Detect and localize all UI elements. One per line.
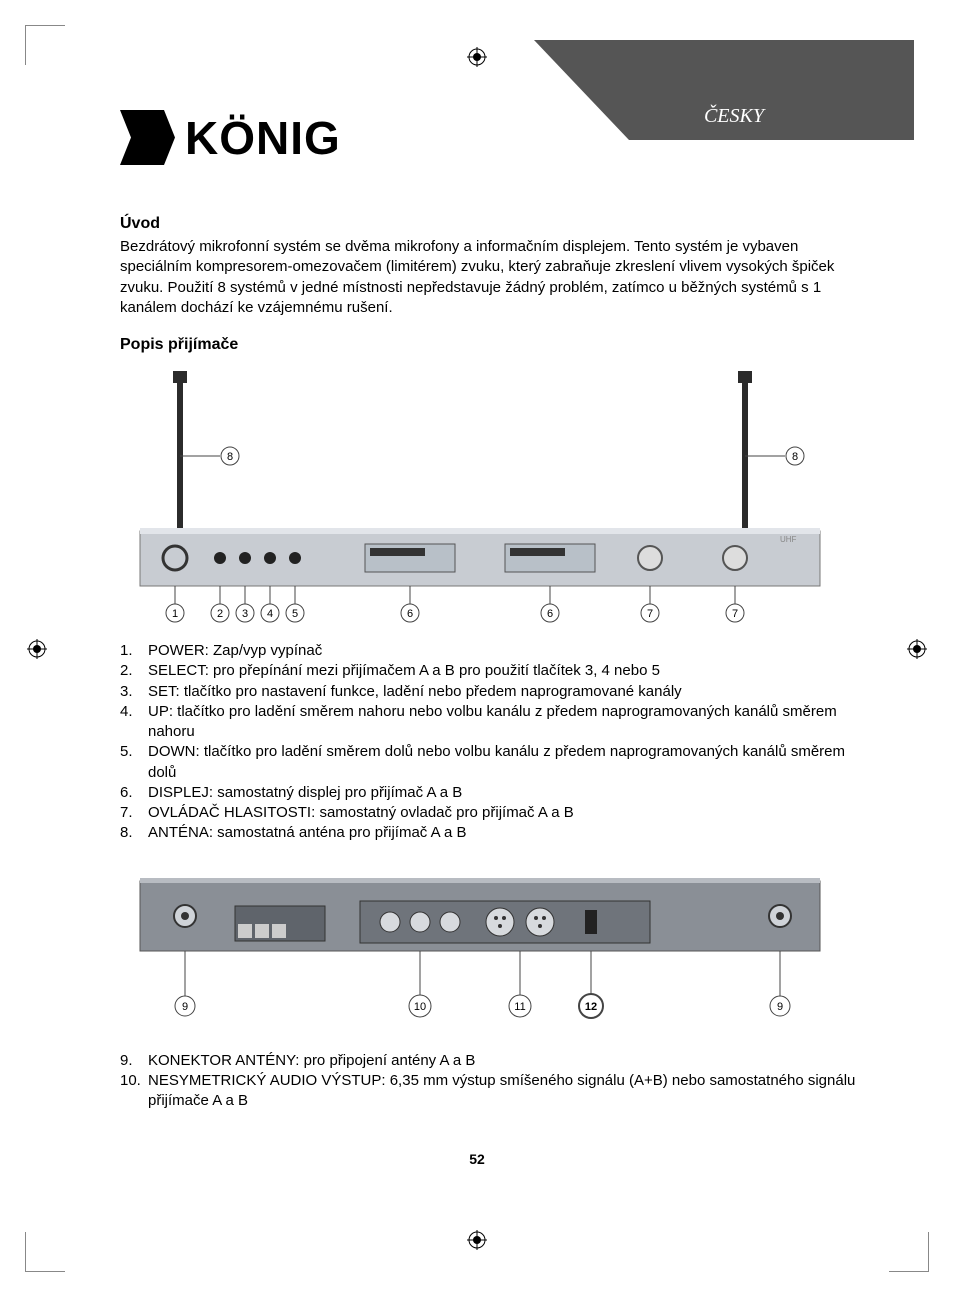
crop-mark-br: [889, 1232, 929, 1272]
svg-text:3: 3: [242, 608, 248, 620]
svg-text:9: 9: [182, 1001, 188, 1013]
svg-text:4: 4: [267, 608, 273, 620]
receiver-front-figure: 8 8 UHF 1 2 3: [120, 366, 840, 626]
list-item-number: 9.: [120, 1051, 148, 1071]
list-item-number: 2.: [120, 661, 148, 681]
brand-logo: KÖNIG: [120, 110, 860, 165]
list-item-text: KONEKTOR ANTÉNY: pro připojení antény A …: [148, 1051, 475, 1071]
brand-logo-text: KÖNIG: [185, 111, 341, 165]
intro-heading: Úvod: [120, 215, 860, 233]
svg-text:5: 5: [292, 608, 298, 620]
registration-mark-right: [907, 639, 927, 659]
list-item: 10.NESYMETRICKÝ AUDIO VÝSTUP: 6,35 mm vý…: [120, 1071, 860, 1112]
svg-text:UHF: UHF: [780, 535, 797, 544]
crop-mark-tl: [25, 25, 65, 65]
list-item-text: ANTÉNA: samostatná anténa pro přijímač A…: [148, 823, 467, 843]
list-item: 1.POWER: Zap/vyp vypínač: [120, 641, 860, 661]
registration-mark-left: [27, 639, 47, 659]
brand-logo-mark: [120, 110, 175, 165]
list-item-number: 7.: [120, 803, 148, 823]
page-number: 52: [469, 1151, 485, 1167]
svg-text:7: 7: [647, 608, 653, 620]
list-item-number: 3.: [120, 682, 148, 702]
svg-text:10: 10: [414, 1001, 426, 1013]
list-item-text: UP: tlačítko pro ladění směrem nahoru ne…: [148, 702, 860, 743]
list-item-text: SET: tlačítko pro nastavení funkce, ladě…: [148, 682, 682, 702]
list-item-text: DISPLEJ: samostatný displej pro přijímač…: [148, 783, 462, 803]
list-item-text: OVLÁDAČ HLASITOSTI: samostatný ovladač p…: [148, 803, 574, 823]
registration-mark-bottom: [467, 1230, 487, 1250]
svg-text:8: 8: [792, 451, 798, 463]
svg-text:2: 2: [217, 608, 223, 620]
list-item: 8.ANTÉNA: samostatná anténa pro přijímač…: [120, 823, 860, 843]
registration-mark-top: [467, 47, 487, 67]
list-item: 2.SELECT: pro přepínání mezi přijímačem …: [120, 661, 860, 681]
list-item: 6.DISPLEJ: samostatný displej pro přijím…: [120, 783, 860, 803]
list-item-text: SELECT: pro přepínání mezi přijímačem A …: [148, 661, 660, 681]
list-item-number: 1.: [120, 641, 148, 661]
svg-text:8: 8: [227, 451, 233, 463]
list-item: 5.DOWN: tlačítko pro ladění směrem dolů …: [120, 742, 860, 783]
list-item: 3.SET: tlačítko pro nastavení funkce, la…: [120, 682, 860, 702]
list-item: 7.OVLÁDAČ HLASITOSTI: samostatný ovladač…: [120, 803, 860, 823]
intro-body: Bezdrátový mikrofonní systém se dvěma mi…: [120, 237, 860, 318]
list-item-text: NESYMETRICKÝ AUDIO VÝSTUP: 6,35 mm výstu…: [148, 1071, 860, 1112]
svg-text:1: 1: [172, 608, 178, 620]
svg-text:11: 11: [514, 1001, 525, 1013]
svg-text:6: 6: [547, 608, 553, 620]
list-item: 4.UP: tlačítko pro ladění směrem nahoru …: [120, 702, 860, 743]
list-item-text: DOWN: tlačítko pro ladění směrem dolů ne…: [148, 742, 860, 783]
list-item-number: 6.: [120, 783, 148, 803]
list-item-number: 10.: [120, 1071, 148, 1112]
list-item-number: 8.: [120, 823, 148, 843]
list-item-number: 5.: [120, 742, 148, 783]
svg-text:6: 6: [407, 608, 413, 620]
crop-mark-bl: [25, 1232, 65, 1272]
list-item: 9.KONEKTOR ANTÉNY: pro připojení antény …: [120, 1051, 860, 1071]
svg-text:9: 9: [777, 1001, 783, 1013]
svg-text:12: 12: [585, 1001, 597, 1013]
list-item-text: POWER: Zap/vyp vypínač: [148, 641, 322, 661]
page-content: KÖNIG Úvod Bezdrátový mikrofonní systém …: [120, 110, 860, 1125]
receiver-heading: Popis přijímače: [120, 336, 860, 354]
svg-text:7: 7: [732, 608, 738, 620]
front-panel-list: 1.POWER: Zap/vyp vypínač2.SELECT: pro př…: [120, 641, 860, 844]
back-panel-list: 9.KONEKTOR ANTÉNY: pro připojení antény …: [120, 1051, 860, 1112]
receiver-back-figure: 9 10 11 12 9: [120, 866, 840, 1036]
list-item-number: 4.: [120, 702, 148, 743]
